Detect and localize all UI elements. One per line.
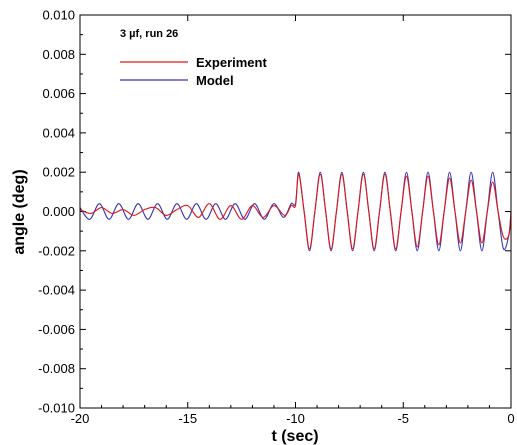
legend-label-model: Model xyxy=(196,73,234,88)
y-tick-label: 0.000 xyxy=(42,204,75,219)
y-tick-label: 0.004 xyxy=(42,125,75,140)
y-tick-label: -0.004 xyxy=(38,283,75,298)
y-tick-label: -0.008 xyxy=(38,361,75,376)
series-layer xyxy=(79,171,512,252)
y-tick-label: 0.006 xyxy=(42,86,75,101)
y-tick-label: -0.006 xyxy=(38,322,75,337)
x-tick-label: -15 xyxy=(178,411,197,426)
x-tick-label: -20 xyxy=(71,411,90,426)
ticks-layer: -0.010 -0.008 -0.006 -0.004 -0.002 0.000 0.002… xyxy=(38,8,514,427)
y-tick-label: 0.010 xyxy=(42,8,75,23)
x-axis-title: t (sec) xyxy=(271,428,318,445)
series-line-experiment xyxy=(79,173,512,250)
chart-annotation: 3 µf, run 26 xyxy=(120,28,178,40)
legend-label-experiment: Experiment xyxy=(196,55,267,70)
y-tick-label: 0.008 xyxy=(42,47,75,62)
plot-frame xyxy=(79,14,512,409)
y-tick-label: -0.010 xyxy=(38,401,75,416)
y-tick-label: -0.002 xyxy=(38,243,75,258)
x-tick-label: -10 xyxy=(286,411,305,426)
x-tick-label: 0 xyxy=(507,411,514,426)
series-line-model xyxy=(79,171,512,252)
y-axis-title: angle (deg) xyxy=(11,169,28,254)
y-tick-label: 0.002 xyxy=(42,165,75,180)
x-tick-label: -5 xyxy=(397,411,409,426)
legend: Experiment Model xyxy=(120,55,267,88)
